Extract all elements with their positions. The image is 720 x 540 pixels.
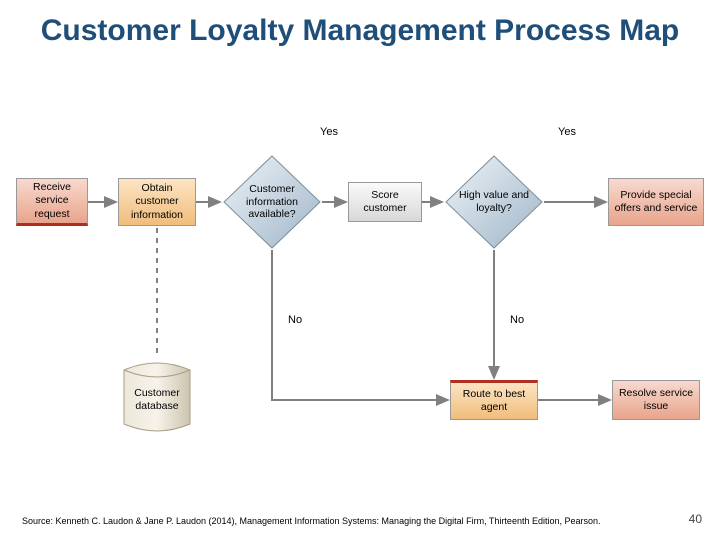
node-receive: Receive service request <box>16 178 88 226</box>
node-receive-label: Receive service request <box>21 181 83 220</box>
node-route: Route to best agent <box>450 380 538 420</box>
node-provide-label: Provide special offers and service <box>613 189 699 215</box>
node-highval-label: High value and loyalty? <box>444 189 544 214</box>
node-obtain-label: Obtain customer information <box>123 182 191 221</box>
node-database-label: Customer database <box>122 387 192 412</box>
source-citation: Source: Kenneth C. Laudon & Jane P. Laud… <box>22 516 601 526</box>
node-resolve: Resolve service issue <box>612 380 700 420</box>
label-yes-2: Yes <box>558 126 576 138</box>
node-obtain: Obtain customer information <box>118 178 196 226</box>
label-no-2: No <box>510 314 524 326</box>
label-no-1: No <box>288 314 302 326</box>
node-resolve-label: Resolve service issue <box>617 387 695 413</box>
flowchart: Receive service request Obtain customer … <box>0 130 720 470</box>
slide-number: 40 <box>689 512 702 526</box>
node-provide: Provide special offers and service <box>608 178 704 226</box>
node-score-label: Score customer <box>353 189 417 215</box>
node-highval: High value and loyalty? <box>444 154 544 250</box>
label-yes-1: Yes <box>320 126 338 138</box>
node-score: Score customer <box>348 182 422 222</box>
node-route-label: Route to best agent <box>455 388 533 414</box>
node-database: Customer database <box>122 360 192 434</box>
node-available-label: Customer information available? <box>222 183 322 221</box>
page-title: Customer Loyalty Management Process Map <box>0 0 720 55</box>
node-available: Customer information available? <box>222 154 322 250</box>
